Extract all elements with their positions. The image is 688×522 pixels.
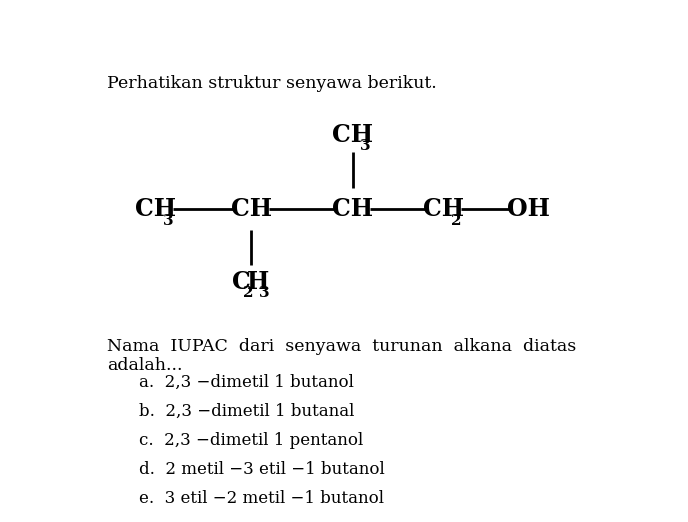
- Text: b.  2,3 −dimetil 1 butanal: b. 2,3 −dimetil 1 butanal: [139, 403, 355, 420]
- Text: C: C: [233, 270, 251, 294]
- Text: 2: 2: [244, 286, 254, 300]
- Text: CH: CH: [135, 197, 176, 221]
- Text: adalah...: adalah...: [107, 357, 183, 374]
- Text: a.  2,3 −dimetil 1 butanol: a. 2,3 −dimetil 1 butanol: [139, 374, 354, 391]
- Text: Perhatikan struktur senyawa berikut.: Perhatikan struktur senyawa berikut.: [107, 75, 437, 92]
- Text: e.  3 etil −2 metil −1 butanol: e. 3 etil −2 metil −1 butanol: [139, 490, 385, 507]
- Text: H: H: [246, 270, 269, 294]
- Text: CH: CH: [422, 197, 464, 221]
- Text: CH: CH: [332, 197, 373, 221]
- Text: d.  2 metil −3 etil −1 butanol: d. 2 metil −3 etil −1 butanol: [139, 461, 385, 478]
- Text: OH: OH: [507, 197, 550, 221]
- Text: c.  2,3 −dimetil 1 pentanol: c. 2,3 −dimetil 1 pentanol: [139, 432, 363, 449]
- Text: Nama  IUPAC  dari  senyawa  turunan  alkana  diatas: Nama IUPAC dari senyawa turunan alkana d…: [107, 338, 577, 355]
- Text: 2: 2: [451, 213, 461, 228]
- Text: 3: 3: [163, 213, 173, 228]
- Text: 3: 3: [259, 286, 270, 300]
- Text: 3: 3: [360, 139, 371, 153]
- Text: CH: CH: [230, 197, 272, 221]
- Text: CH: CH: [332, 123, 373, 147]
